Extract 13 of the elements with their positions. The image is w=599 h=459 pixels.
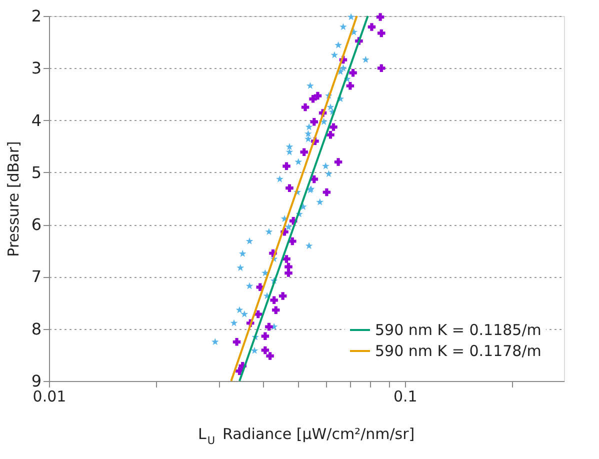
- x-tick-label: 0.1: [393, 388, 418, 406]
- y-tick-label: 6: [31, 215, 42, 234]
- y-tick-label: 9: [31, 372, 42, 390]
- x-tick-label: 0.01: [32, 388, 66, 406]
- y-tick-label: 3: [31, 58, 42, 78]
- y-tick-label: 4: [31, 110, 42, 130]
- y-tick-label: 8: [31, 319, 42, 338]
- legend-label: 590 nm K = 0.1178/m: [375, 342, 542, 360]
- legend-label: 590 nm K = 0.1185/m: [375, 321, 542, 339]
- y-tick-label: 5: [31, 162, 42, 182]
- y-tick-label: 7: [31, 267, 42, 286]
- y-tick-label: 2: [31, 6, 42, 26]
- y-axis-title: Pressure [dBar]: [4, 141, 22, 257]
